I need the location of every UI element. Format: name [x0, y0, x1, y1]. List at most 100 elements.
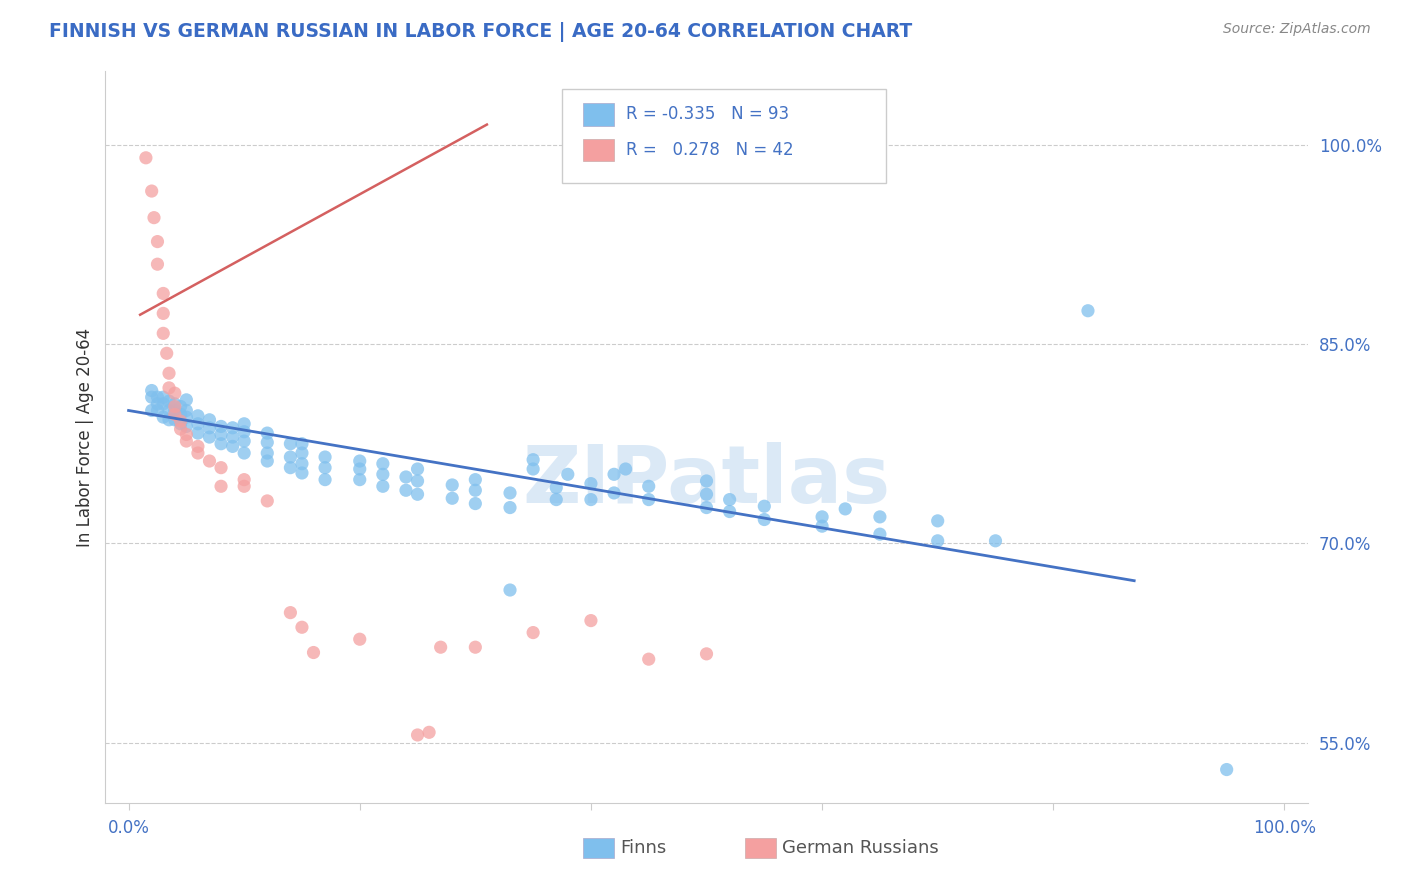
Point: [291, 457, 314, 471]
Point: [464, 497, 486, 511]
Point: [695, 500, 717, 515]
Point: [695, 487, 717, 501]
Point: [157, 381, 180, 395]
Text: ZIPatlas: ZIPatlas: [523, 442, 890, 520]
Point: [464, 473, 486, 487]
Point: [406, 728, 429, 742]
Point: [718, 492, 741, 507]
Point: [141, 403, 163, 417]
Point: [522, 452, 544, 467]
Point: [349, 462, 371, 476]
Point: [157, 413, 180, 427]
Point: [984, 533, 1007, 548]
Point: [157, 403, 180, 417]
Point: [141, 384, 163, 398]
Point: [163, 400, 186, 414]
Point: [280, 450, 302, 464]
Point: [280, 606, 302, 620]
Text: Source: ZipAtlas.com: Source: ZipAtlas.com: [1223, 22, 1371, 37]
Point: [157, 366, 180, 380]
Point: [176, 403, 198, 417]
Point: [603, 467, 626, 482]
Point: [441, 491, 464, 506]
Point: [163, 403, 186, 417]
Point: [152, 397, 174, 411]
Point: [441, 478, 464, 492]
Point: [869, 509, 891, 524]
Point: [418, 725, 440, 739]
Point: [349, 473, 371, 487]
Point: [169, 414, 191, 428]
Point: [198, 421, 221, 435]
Point: [163, 408, 186, 422]
Point: [546, 492, 568, 507]
Point: [291, 620, 314, 634]
Point: [395, 470, 418, 484]
Point: [233, 425, 256, 439]
Point: [371, 479, 394, 493]
Point: [209, 460, 232, 475]
Point: [280, 436, 302, 450]
Point: [695, 647, 717, 661]
Point: [718, 504, 741, 518]
Point: [637, 492, 659, 507]
Point: [221, 439, 243, 453]
Point: [291, 466, 314, 480]
Point: [152, 410, 174, 425]
Point: [811, 509, 834, 524]
Point: [163, 397, 186, 411]
Point: [146, 235, 169, 249]
Point: [187, 426, 209, 441]
Point: [834, 502, 856, 516]
Point: [176, 419, 198, 434]
Point: [1215, 763, 1237, 777]
Point: [499, 486, 522, 500]
Point: [464, 640, 486, 655]
Point: [579, 614, 602, 628]
Point: [169, 422, 191, 436]
Point: [152, 390, 174, 404]
Text: 0.0%: 0.0%: [108, 819, 149, 837]
Point: [349, 632, 371, 647]
Point: [291, 436, 314, 450]
Point: [169, 408, 191, 422]
Text: Finns: Finns: [620, 839, 666, 857]
Point: [869, 527, 891, 541]
Point: [163, 386, 186, 401]
Point: [522, 625, 544, 640]
Point: [141, 390, 163, 404]
Text: FINNISH VS GERMAN RUSSIAN IN LABOR FORCE | AGE 20-64 CORRELATION CHART: FINNISH VS GERMAN RUSSIAN IN LABOR FORCE…: [49, 22, 912, 42]
Point: [141, 184, 163, 198]
Point: [579, 492, 602, 507]
Point: [371, 467, 394, 482]
Point: [221, 421, 243, 435]
Point: [256, 426, 278, 441]
Point: [152, 306, 174, 320]
Point: [314, 473, 336, 487]
Point: [157, 394, 180, 409]
Point: [557, 467, 579, 482]
Text: R = -0.335   N = 93: R = -0.335 N = 93: [626, 105, 789, 123]
Point: [546, 481, 568, 495]
Point: [209, 436, 232, 450]
Point: [614, 462, 637, 476]
Point: [811, 519, 834, 533]
Point: [499, 582, 522, 597]
Point: [302, 646, 325, 660]
Point: [198, 413, 221, 427]
Point: [146, 397, 169, 411]
Point: [146, 257, 169, 271]
Point: [146, 403, 169, 417]
Point: [163, 413, 186, 427]
Point: [256, 494, 278, 508]
Point: [187, 439, 209, 453]
Point: [349, 454, 371, 468]
Point: [754, 500, 776, 514]
Point: [169, 417, 191, 431]
Point: [464, 483, 486, 498]
Point: [152, 326, 174, 341]
Point: [637, 479, 659, 493]
Point: [233, 417, 256, 431]
Point: [209, 427, 232, 442]
Point: [406, 487, 429, 501]
